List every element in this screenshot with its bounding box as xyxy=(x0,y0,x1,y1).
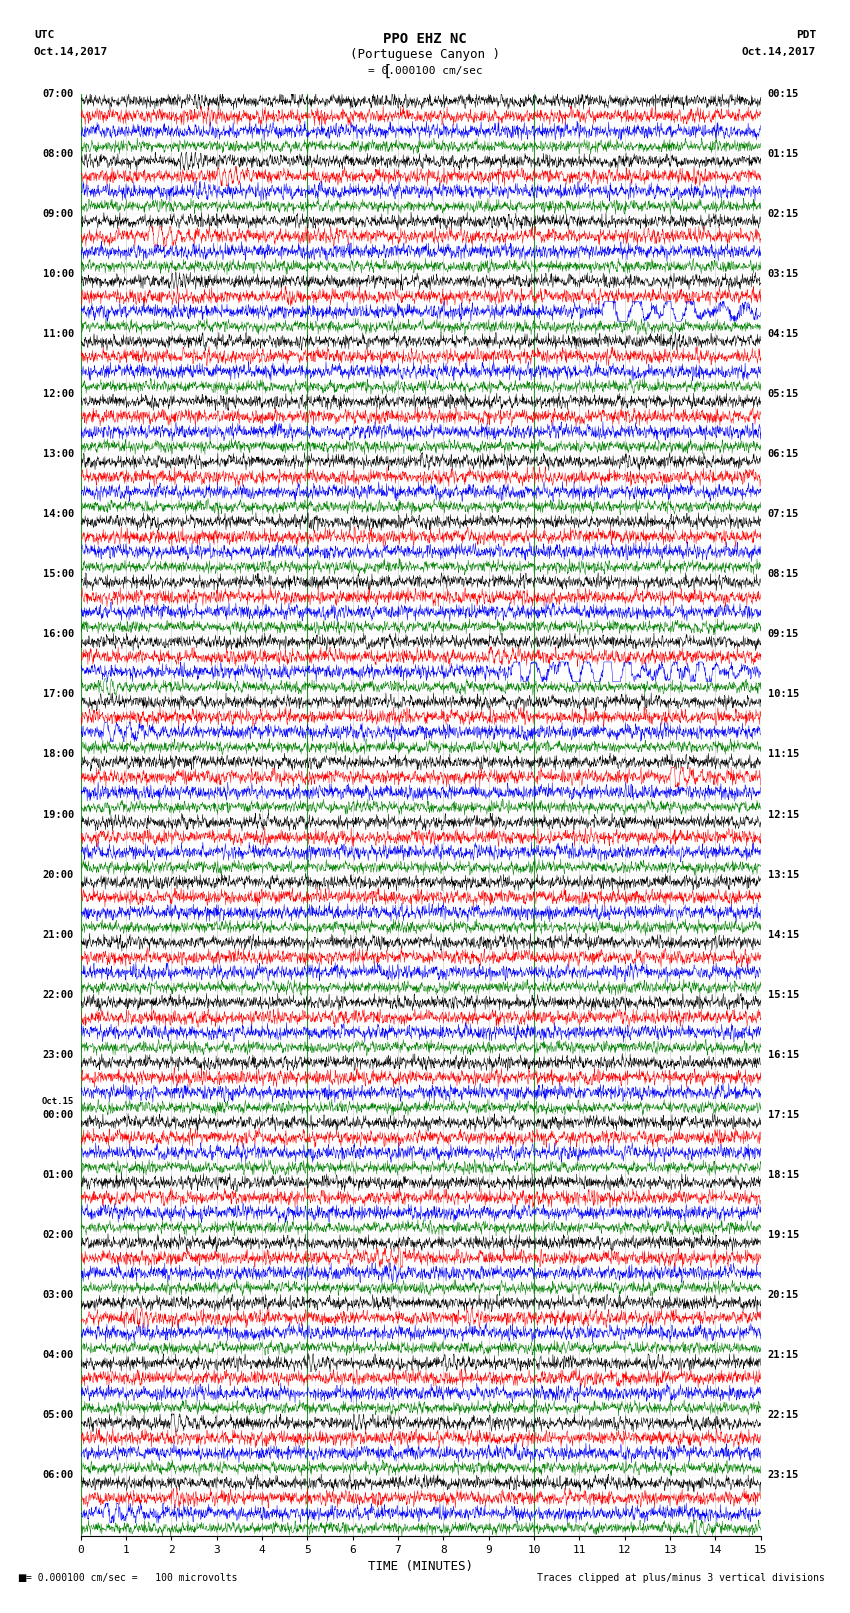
Text: 18:00: 18:00 xyxy=(42,750,74,760)
Text: = 0.000100 cm/sec: = 0.000100 cm/sec xyxy=(367,66,483,76)
Text: 18:15: 18:15 xyxy=(768,1169,799,1181)
Text: (Portuguese Canyon ): (Portuguese Canyon ) xyxy=(350,48,500,61)
Text: 15:00: 15:00 xyxy=(42,569,74,579)
X-axis label: TIME (MINUTES): TIME (MINUTES) xyxy=(368,1560,473,1573)
Text: 10:15: 10:15 xyxy=(768,689,799,700)
Text: 13:15: 13:15 xyxy=(768,869,799,879)
Text: 09:00: 09:00 xyxy=(42,208,74,219)
Text: 23:15: 23:15 xyxy=(768,1471,799,1481)
Text: 14:15: 14:15 xyxy=(768,929,799,940)
Text: Oct.14,2017: Oct.14,2017 xyxy=(742,47,816,56)
Text: 11:15: 11:15 xyxy=(768,750,799,760)
Text: 17:15: 17:15 xyxy=(768,1110,799,1119)
Text: 01:00: 01:00 xyxy=(42,1169,74,1181)
Text: 14:00: 14:00 xyxy=(42,510,74,519)
Text: 01:15: 01:15 xyxy=(768,148,799,158)
Text: 03:15: 03:15 xyxy=(768,269,799,279)
Text: 06:00: 06:00 xyxy=(42,1471,74,1481)
Text: 06:15: 06:15 xyxy=(768,448,799,460)
Text: 03:00: 03:00 xyxy=(42,1290,74,1300)
Text: 16:00: 16:00 xyxy=(42,629,74,639)
Text: Oct.15: Oct.15 xyxy=(42,1097,74,1107)
Text: 12:00: 12:00 xyxy=(42,389,74,398)
Text: 08:15: 08:15 xyxy=(768,569,799,579)
Text: 21:15: 21:15 xyxy=(768,1350,799,1360)
Text: 02:00: 02:00 xyxy=(42,1231,74,1240)
Text: 22:00: 22:00 xyxy=(42,990,74,1000)
Text: 02:15: 02:15 xyxy=(768,208,799,219)
Text: 07:15: 07:15 xyxy=(768,510,799,519)
Text: 09:15: 09:15 xyxy=(768,629,799,639)
Text: 00:15: 00:15 xyxy=(768,89,799,98)
Text: 05:00: 05:00 xyxy=(42,1410,74,1421)
Text: 21:00: 21:00 xyxy=(42,929,74,940)
Text: 15:15: 15:15 xyxy=(768,990,799,1000)
Text: 11:00: 11:00 xyxy=(42,329,74,339)
Text: 04:00: 04:00 xyxy=(42,1350,74,1360)
Text: = 0.000100 cm/sec =   100 microvolts: = 0.000100 cm/sec = 100 microvolts xyxy=(26,1573,237,1582)
Text: [: [ xyxy=(382,63,391,79)
Text: 13:00: 13:00 xyxy=(42,448,74,460)
Text: 19:00: 19:00 xyxy=(42,810,74,819)
Text: 00:00: 00:00 xyxy=(42,1110,74,1119)
Text: 19:15: 19:15 xyxy=(768,1231,799,1240)
Text: 20:15: 20:15 xyxy=(768,1290,799,1300)
Text: 20:00: 20:00 xyxy=(42,869,74,879)
Text: 22:15: 22:15 xyxy=(768,1410,799,1421)
Text: Oct.14,2017: Oct.14,2017 xyxy=(34,47,108,56)
Text: 16:15: 16:15 xyxy=(768,1050,799,1060)
Text: 12:15: 12:15 xyxy=(768,810,799,819)
Text: 04:15: 04:15 xyxy=(768,329,799,339)
Text: PPO EHZ NC: PPO EHZ NC xyxy=(383,32,467,45)
Text: 17:00: 17:00 xyxy=(42,689,74,700)
Text: 05:15: 05:15 xyxy=(768,389,799,398)
Text: PDT: PDT xyxy=(796,31,816,40)
Text: ■: ■ xyxy=(17,1573,26,1582)
Text: 07:00: 07:00 xyxy=(42,89,74,98)
Text: 23:00: 23:00 xyxy=(42,1050,74,1060)
Text: Traces clipped at plus/minus 3 vertical divisions: Traces clipped at plus/minus 3 vertical … xyxy=(536,1573,824,1582)
Text: 10:00: 10:00 xyxy=(42,269,74,279)
Text: 08:00: 08:00 xyxy=(42,148,74,158)
Text: UTC: UTC xyxy=(34,31,54,40)
